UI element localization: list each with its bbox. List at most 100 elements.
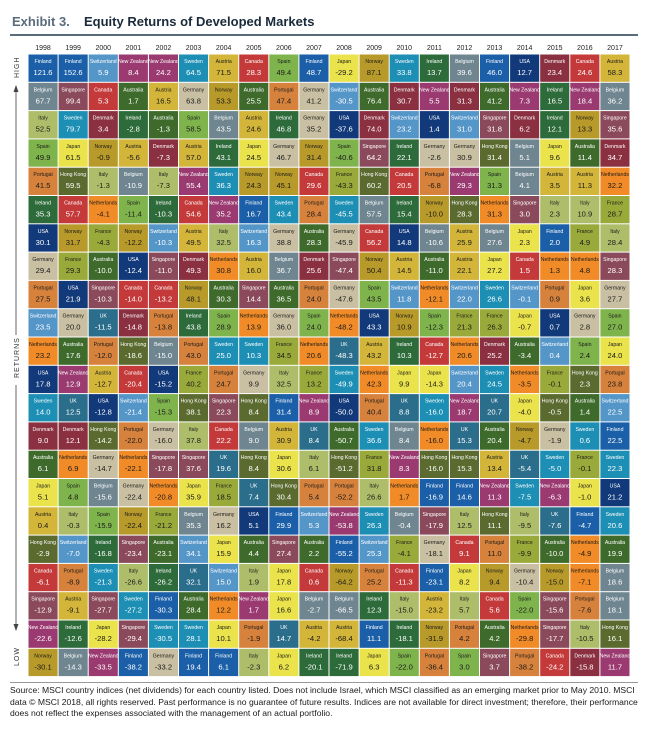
cell-country: New Zealand bbox=[509, 87, 540, 93]
cell-country: Norway bbox=[125, 229, 143, 235]
cell-return: -15.6 bbox=[546, 606, 563, 615]
cell-country: France bbox=[577, 455, 593, 461]
cell-background bbox=[510, 139, 540, 167]
return-cell: France-4.1 bbox=[389, 535, 419, 563]
cell-background bbox=[118, 309, 148, 337]
cell-return: 31.7 bbox=[66, 238, 81, 247]
cell-country: Sweden bbox=[154, 625, 173, 631]
return-cell: Portugal-12.0 bbox=[88, 337, 118, 365]
cell-return: -16.0 bbox=[426, 464, 443, 473]
cell-country: Singapore bbox=[483, 653, 507, 659]
cell-country: Japan bbox=[277, 653, 291, 659]
cell-country: Japan bbox=[186, 484, 200, 490]
cell-country: Italy bbox=[460, 597, 470, 603]
cell-background bbox=[570, 394, 600, 422]
return-cell: Japan-28.2 bbox=[88, 620, 118, 648]
cell-country: Belgium bbox=[485, 229, 504, 235]
cell-background bbox=[449, 82, 479, 111]
cell-background bbox=[209, 309, 239, 337]
cell-background bbox=[570, 196, 600, 224]
cell-background bbox=[269, 337, 299, 365]
cell-return: -21.3 bbox=[95, 577, 112, 586]
cell-country: Japan bbox=[487, 257, 501, 263]
cell-background bbox=[179, 507, 209, 535]
cell-background bbox=[269, 535, 299, 563]
cell-return: 67.7 bbox=[36, 96, 51, 105]
cell-country: France bbox=[185, 370, 201, 376]
cell-country: Sweden bbox=[64, 116, 83, 122]
cell-country: Hong Kong bbox=[482, 512, 508, 518]
cell-country: Switzerland bbox=[602, 399, 629, 405]
cell-return: -1.3 bbox=[97, 181, 110, 190]
cell-return: -6.1 bbox=[37, 577, 50, 586]
cell-background bbox=[329, 309, 359, 337]
cell-country: USA bbox=[339, 116, 350, 122]
cell-return: -7.1 bbox=[578, 577, 591, 586]
cell-background bbox=[600, 280, 630, 309]
cell-return: 28.1 bbox=[186, 634, 201, 643]
cell-return: 28.4 bbox=[608, 238, 623, 247]
cell-background bbox=[329, 167, 359, 195]
cell-country: Singapore bbox=[31, 597, 55, 603]
cell-background bbox=[359, 337, 389, 365]
cell-background bbox=[570, 252, 600, 280]
cell-country: Canada bbox=[516, 257, 534, 263]
cell-background bbox=[449, 167, 479, 195]
cell-background bbox=[449, 139, 479, 167]
cell-background bbox=[269, 252, 299, 280]
cell-background bbox=[600, 111, 630, 139]
cell-return: -5.0 bbox=[548, 464, 561, 473]
cell-return: -45.5 bbox=[335, 210, 352, 219]
year-label-2006: 2006 bbox=[276, 45, 292, 52]
return-cell: Sweden-27.2 bbox=[118, 592, 148, 620]
cell-country: Belgium bbox=[606, 568, 625, 574]
cell-background bbox=[480, 620, 510, 648]
cell-return: -22.4 bbox=[125, 521, 142, 530]
return-cell: Australia-50.7 bbox=[329, 422, 359, 450]
cell-background bbox=[419, 196, 449, 224]
cell-background bbox=[540, 450, 570, 478]
cell-return: 14.4 bbox=[246, 294, 261, 303]
return-cell: France-9.9 bbox=[510, 535, 540, 563]
cell-background bbox=[480, 139, 510, 167]
cell-country: New Zealand bbox=[178, 172, 209, 178]
return-cell: Sweden-45.5 bbox=[329, 196, 359, 224]
cell-return: 48.7 bbox=[307, 68, 322, 77]
cell-background bbox=[359, 365, 389, 394]
year-label-2000: 2000 bbox=[95, 45, 111, 52]
cell-return: -31.9 bbox=[426, 634, 443, 643]
return-cell: Spain-22.0 bbox=[389, 648, 419, 677]
cell-background bbox=[359, 450, 389, 478]
return-cell: UK7.4 bbox=[239, 479, 269, 507]
cell-return: 39.6 bbox=[457, 68, 472, 77]
cell-return: -11.0 bbox=[155, 266, 172, 275]
cell-country: Canada bbox=[34, 568, 52, 574]
return-cell: Germany-2.6 bbox=[419, 139, 449, 167]
cell-return: 37.8 bbox=[186, 436, 201, 445]
cell-return: 13.3 bbox=[577, 125, 592, 134]
cell-return: 49.5 bbox=[186, 238, 201, 247]
cell-background bbox=[299, 648, 329, 677]
cell-country: Sweden bbox=[34, 399, 53, 405]
cell-background bbox=[359, 82, 389, 111]
cell-country: Italy bbox=[520, 512, 530, 518]
cell-return: 22.5 bbox=[608, 436, 623, 445]
cell-return: 38.8 bbox=[276, 238, 291, 247]
cell-country: Spain bbox=[127, 201, 140, 207]
